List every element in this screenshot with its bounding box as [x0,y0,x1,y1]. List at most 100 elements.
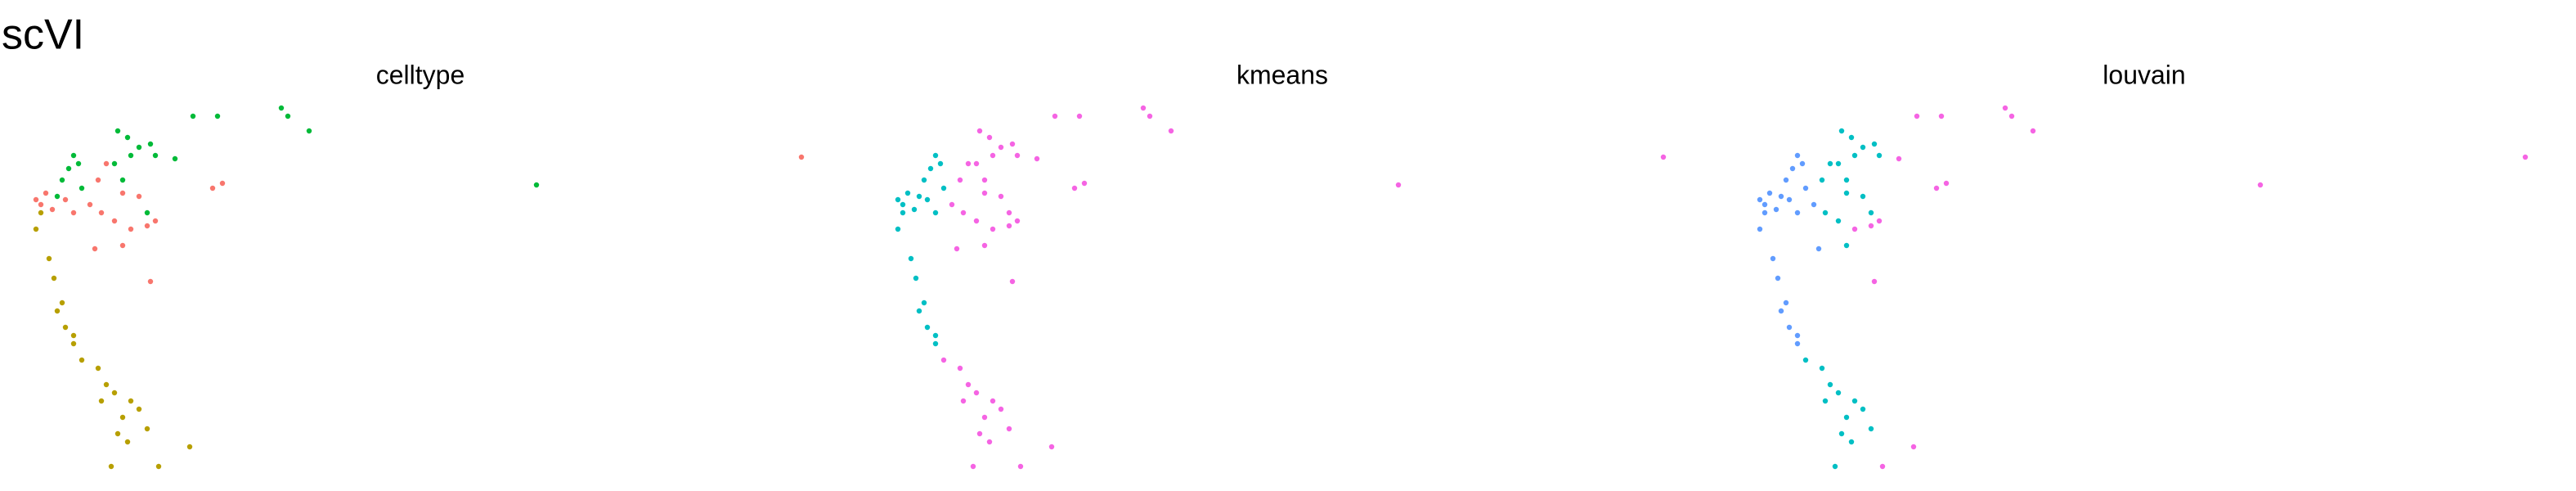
point [1014,152,1021,159]
point [1827,381,1833,388]
point [976,430,983,437]
point [1786,324,1793,331]
point [986,439,993,445]
point [1009,278,1016,285]
point [990,152,996,159]
point [1835,390,1842,396]
point [973,160,980,167]
point [1851,152,1858,159]
point [1827,160,1833,167]
point [1848,439,1855,445]
point [38,201,44,208]
point [136,406,142,412]
point [976,128,983,134]
point [924,324,931,331]
point [895,226,901,232]
point [1014,218,1021,224]
point [124,134,131,141]
point [144,209,150,216]
point [108,463,114,470]
point [92,246,98,252]
point [973,390,980,396]
point [533,182,540,188]
point [1914,113,1920,119]
point [1868,426,1874,432]
point [136,144,142,151]
point [1006,209,1012,216]
point [1819,365,1825,372]
point [62,196,69,203]
point [54,308,61,314]
point [1871,278,1878,285]
point [1822,209,1829,216]
point [954,246,960,252]
point [1147,113,1153,119]
point [152,218,159,224]
point [1860,144,1866,151]
point [1838,128,1845,134]
point [1811,201,1817,208]
point [986,134,993,141]
point [965,381,972,388]
point [949,201,955,208]
point [1835,218,1842,224]
point [932,209,939,216]
point [172,155,178,162]
point [70,332,77,339]
point [2522,154,2529,160]
point [998,193,1004,200]
point [998,406,1004,412]
point [1009,141,1016,147]
point [957,365,963,372]
point [1879,463,1886,470]
point [900,201,906,208]
point [62,324,69,331]
point [1034,155,1040,162]
point [144,223,150,229]
panel-title: celltype [376,60,465,89]
point [1933,185,1940,191]
point [1843,242,1850,249]
point [1794,332,1801,339]
point [1783,300,1789,306]
point [940,357,947,363]
point [1910,444,1917,450]
point [43,190,49,196]
point [59,177,65,183]
point [38,209,44,216]
point [306,128,312,134]
point [119,242,126,249]
point [1786,196,1793,203]
point [59,300,65,306]
point [981,177,988,183]
point [79,357,85,363]
point [1860,193,1866,200]
point [973,218,980,224]
point [904,190,911,196]
point [798,154,805,160]
point [1017,463,1024,470]
panel: celltype [33,60,805,470]
point [2030,128,2036,134]
point [2002,105,2008,111]
point [981,190,988,196]
point [960,209,967,216]
point [932,332,939,339]
point [895,196,901,203]
point [111,160,118,167]
point [114,128,121,134]
point [119,177,126,183]
point [1802,185,1809,191]
point [1848,134,1855,141]
point [95,177,101,183]
point [990,226,996,232]
point [932,340,939,347]
point [1860,406,1866,412]
point [70,152,77,159]
point [1006,426,1012,432]
point [998,144,1004,151]
point [152,152,159,159]
point [916,308,922,314]
point [957,177,963,183]
